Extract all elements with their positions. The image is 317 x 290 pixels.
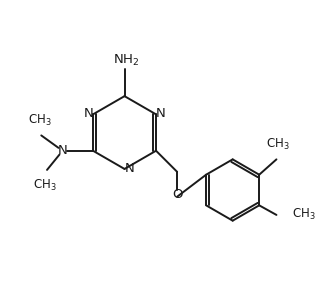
Text: O: O bbox=[172, 188, 182, 201]
Text: CH$_3$: CH$_3$ bbox=[292, 207, 315, 222]
Text: CH$_3$: CH$_3$ bbox=[33, 177, 57, 193]
Text: N: N bbox=[125, 162, 134, 175]
Text: N: N bbox=[57, 144, 67, 157]
Text: CH$_3$: CH$_3$ bbox=[266, 137, 289, 152]
Text: CH$_3$: CH$_3$ bbox=[29, 113, 52, 128]
Text: NH$_2$: NH$_2$ bbox=[113, 53, 139, 68]
Text: N: N bbox=[156, 107, 166, 120]
Text: N: N bbox=[83, 107, 93, 120]
